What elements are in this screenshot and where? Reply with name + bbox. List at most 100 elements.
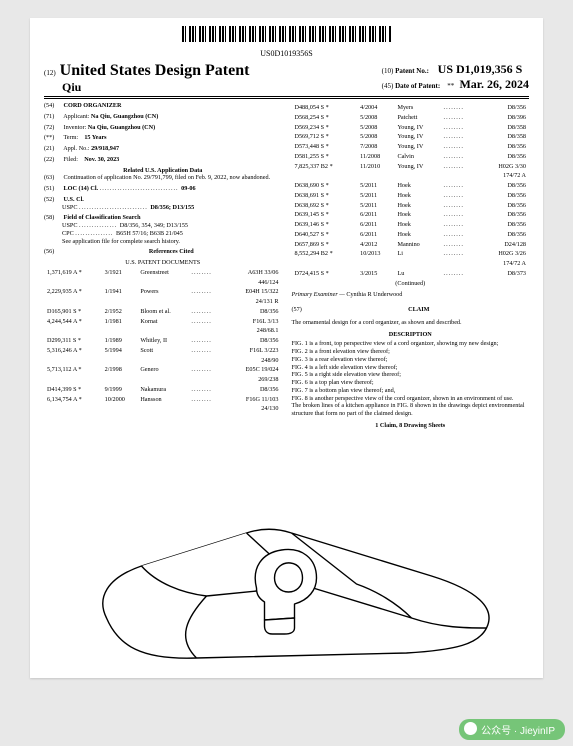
label-52: U.S. Cl.: [64, 196, 84, 203]
ref-date: 4/2004: [359, 104, 394, 112]
ref-subrow: 174/72 A: [294, 172, 528, 180]
ref-name: Myers: [396, 104, 440, 112]
ref-cls: D8/356: [226, 337, 279, 345]
header-left: (12) United States Design Patent Qiu: [44, 62, 249, 95]
barcode-text: US0D1019356S: [44, 49, 529, 58]
dots-58-0: ...............: [79, 222, 120, 229]
num-51: (51): [44, 185, 62, 193]
desc-line: FIG. 2 is a front elevation view thereof…: [292, 348, 530, 356]
ref-dots: ........: [190, 337, 224, 345]
ref-row: D573,448 S *7/2008Young, IV........D8/35…: [294, 143, 528, 151]
ref-date: 6/2011: [359, 221, 394, 229]
value-51: 09-06: [181, 185, 195, 192]
ref-name: Hoek: [396, 211, 440, 219]
section-22: (22) Filed: Nov. 30, 2023: [44, 156, 282, 164]
ref-row: D299,311 S *1/1989Whitley, II........D8/…: [46, 337, 280, 345]
ref-dots: ........: [190, 318, 224, 326]
ref-name: Young, IV: [396, 143, 440, 151]
ref-dots: ........: [190, 386, 224, 394]
value-52: D8/356; D13/155: [150, 204, 194, 211]
ref-row: 4,244,544 A *1/1981Kornat........F16L 3/…: [46, 318, 280, 326]
num-54: (54): [44, 102, 62, 110]
ref-date: 1/1989: [104, 337, 138, 345]
ref-date: 6/2011: [359, 231, 394, 239]
description-list: FIG. 1 is a front, top perspective view …: [292, 340, 530, 418]
ref-date: 5/2011: [359, 202, 394, 210]
ref-cls: D24/128: [480, 241, 527, 249]
num-22: (22): [44, 156, 62, 164]
section-57: (57) CLAIM: [292, 302, 530, 316]
ref-dots: ........: [443, 133, 478, 141]
ref-no: D299,311 S *: [46, 337, 102, 345]
ref-name: Genero: [139, 366, 188, 374]
section-72: (72) Inventor: Na Qiu, Guangzhou (CN): [44, 124, 282, 132]
ref-dots: ........: [443, 221, 478, 229]
label-term: Term:: [63, 134, 78, 141]
num-72: (72): [44, 124, 62, 132]
examiner: Primary Examiner — Cynthia R Underwood: [292, 291, 530, 299]
ref-no: D638,690 S *: [294, 182, 358, 190]
claim-text: The ornamental design for a cord organiz…: [292, 319, 530, 327]
dots-58-1: ...............: [75, 230, 116, 237]
ref-no: D638,691 S *: [294, 192, 358, 200]
us-patent-docs-head: U.S. PATENT DOCUMENTS: [44, 259, 282, 267]
ref-cls: D8/356: [226, 308, 279, 316]
ref-no: D581,255 S *: [294, 153, 358, 161]
ref-sub: 248/68.1: [46, 327, 280, 335]
ref-no: D569,712 S *: [294, 133, 358, 141]
ref-row: D488,054 S *4/2004Myers........D8/356: [294, 104, 528, 112]
ref-date: 6/2011: [359, 211, 394, 219]
desc-line: FIG. 4 is a left side elevation view the…: [292, 364, 530, 372]
ref-name: Nakamura: [139, 386, 188, 394]
ref-name: Whitley, II: [139, 337, 188, 345]
right-column: D488,054 S *4/2004Myers........D8/356 D56…: [292, 102, 530, 430]
barcode-row: [44, 26, 529, 47]
desc-line: FIG. 5 is a right side elevation view th…: [292, 371, 530, 379]
ref-dots: ........: [190, 269, 224, 277]
ref-cls: H02G 3/30: [480, 163, 527, 171]
ref-date: 4/2012: [359, 241, 394, 249]
num-21: (21): [44, 145, 62, 153]
ref-date: 10/2000: [104, 396, 138, 404]
ref-name: Powers: [139, 288, 188, 296]
num-58: (58): [44, 214, 62, 222]
ref-date: 3/2015: [359, 270, 394, 278]
ref-cls: F16G 11/103: [226, 396, 279, 404]
value-term: 15 Years: [84, 134, 106, 141]
label-22: Filed:: [64, 156, 78, 163]
s58-row0-v: D8/356, 354, 349; D13/155: [120, 222, 188, 229]
ref-row: D640,527 S *6/2011Hoek........D8/356: [294, 231, 528, 239]
ref-sub: 174/72 A: [294, 260, 528, 268]
ref-subrow: 24/131 R: [46, 298, 280, 306]
section-51: (51) LOC (14) Cl. ......................…: [44, 185, 282, 193]
ref-row: D638,690 S *5/2011Hoek........D8/356: [294, 182, 528, 190]
label-71: Applicant:: [63, 113, 89, 120]
barcode: [182, 26, 392, 42]
ref-dots: ........: [443, 163, 478, 171]
ref-date: 1/1941: [104, 288, 138, 296]
ref-subrow: 24/130: [46, 405, 280, 413]
ref-row: 2,229,935 A *1/1941Powers........E04H 15…: [46, 288, 280, 296]
watermark: 公众号 · JieyinIP: [459, 719, 565, 740]
claim-head: CLAIM: [311, 306, 527, 314]
ref-sub: 446/124: [46, 279, 280, 287]
ref-subrow: 248/68.1: [46, 327, 280, 335]
value-71: Na Qiu, Guangzhou (CN): [91, 113, 158, 120]
ref-name: Hoek: [396, 182, 440, 190]
uspc-label: USPC: [44, 204, 77, 211]
ref-no: D568,254 S *: [294, 114, 358, 122]
section-term: (**) Term: 15 Years: [44, 134, 282, 142]
ref-name: Mannino: [396, 241, 440, 249]
ref-row: D581,255 S *11/2008Calvin........D8/356: [294, 153, 528, 161]
ref-dots: ........: [443, 124, 478, 132]
num-56: (56): [44, 248, 62, 256]
num-71: (71): [44, 113, 62, 121]
s58-note: See application file for complete search…: [44, 238, 180, 245]
section-71: (71) Applicant: Na Qiu, Guangzhou (CN): [44, 113, 282, 121]
ref-date: 5/2011: [359, 182, 394, 190]
ref-no: 7,825,337 B2 *: [294, 163, 358, 171]
section-56: (56) References Cited: [44, 248, 282, 256]
ref-no: D724,415 S *: [294, 270, 358, 278]
ref-no: D639,146 S *: [294, 221, 358, 229]
ref-row: D638,692 S *5/2011Hoek........D8/356: [294, 202, 528, 210]
